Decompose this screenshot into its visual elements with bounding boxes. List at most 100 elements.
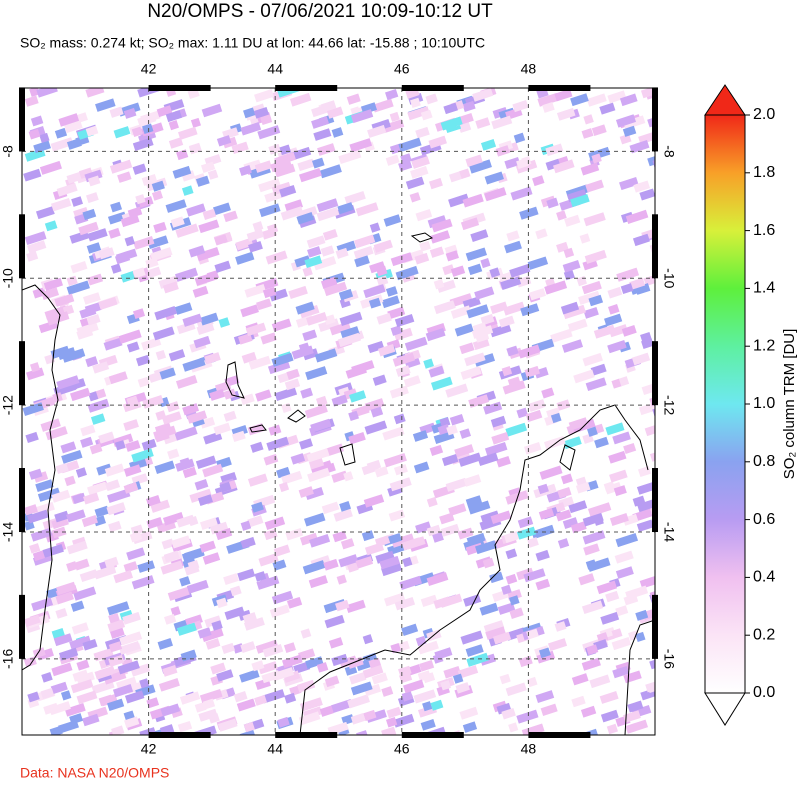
so2-pixel (516, 158, 529, 169)
so2-pixel (479, 602, 499, 616)
so2-pixel (177, 720, 193, 733)
so2-pixel (66, 540, 88, 555)
so2-pixel (457, 665, 479, 679)
so2-pixel (41, 287, 60, 301)
so2-pixel (90, 413, 106, 425)
so2-pixel (245, 322, 267, 337)
so2-pixel (220, 471, 237, 485)
so2-pixel (181, 185, 194, 196)
so2-pixel (259, 203, 281, 218)
so2-pixel (111, 725, 125, 735)
so2-pixel (112, 683, 134, 698)
so2-pixel (311, 157, 325, 169)
so2-pixel (430, 699, 444, 711)
credit: Data: NASA N20/OMPS (20, 765, 169, 781)
so2-pixel (556, 107, 576, 121)
so2-pixel (622, 513, 639, 526)
so2-pixel (281, 654, 303, 669)
so2-pixel (126, 341, 140, 353)
so2-pixel (466, 532, 486, 546)
so2-pixel (411, 156, 430, 169)
colorbar-ticks: 0.0 0.2 0.4 0.6 0.8 1.0 1.2 1.4 1.6 1.8 2.0 (745, 106, 775, 701)
so2-pixel (132, 308, 146, 319)
so2-pixel (107, 488, 131, 504)
so2-pixel (483, 620, 505, 634)
so2-pixel (235, 237, 254, 251)
so2-pixel (86, 192, 99, 204)
so2-pixel (66, 138, 82, 150)
so2-pixel (66, 171, 85, 184)
so2-pixel (591, 124, 607, 136)
so2-pixel (306, 448, 330, 463)
so2-pixel (141, 438, 157, 451)
so2-pixel (87, 228, 108, 242)
so2-pixel (297, 648, 316, 661)
so2-pixel (82, 713, 100, 727)
so2-pixel (324, 675, 340, 688)
so2-pixel (260, 114, 273, 126)
so2-pixel (88, 391, 99, 402)
so2-pixel (475, 540, 497, 555)
so2-pixel (636, 519, 654, 532)
so2-pixel (348, 410, 360, 422)
so2-pixel (449, 413, 465, 426)
so2-pixel (388, 509, 406, 522)
so2-pixel (28, 468, 43, 480)
so2-pixel (635, 631, 646, 643)
so2-pixel (392, 352, 416, 367)
lon-tick-label: 42 (141, 61, 157, 77)
so2-pixel (298, 711, 321, 726)
so2-pixel (457, 527, 474, 540)
lon-tick-bar (401, 85, 464, 91)
so2-pixel (573, 369, 595, 384)
so2-pixel (523, 568, 546, 583)
so2-pixel (620, 283, 634, 295)
so2-pixel (239, 669, 260, 683)
so2-pixel (419, 659, 435, 672)
so2-pixel (267, 360, 291, 375)
so2-pixel (375, 265, 388, 277)
so2-pixel (555, 509, 572, 522)
so2-pixel (160, 703, 181, 717)
so2-pixel (79, 306, 97, 319)
so2-pixel (309, 534, 331, 548)
so2-pixel (608, 304, 620, 315)
so2-pixel (104, 463, 125, 477)
so2-pixel (516, 567, 535, 581)
so2-pixel (303, 512, 326, 527)
so2-pixel (250, 441, 264, 453)
so2-pixel (132, 137, 154, 152)
so2-pixel (320, 245, 335, 257)
so2-pixel (70, 600, 85, 612)
so2-pixel (581, 280, 602, 295)
so2-pixel (69, 635, 92, 650)
so2-pixel (137, 376, 150, 388)
so2-pixel (429, 444, 444, 456)
so2-pixel (263, 528, 278, 541)
so2-pixel (441, 453, 459, 467)
so2-pixel (201, 161, 216, 174)
so2-pixel (147, 235, 169, 250)
so2-pixel (436, 279, 456, 293)
so2-pixel (31, 597, 54, 612)
so2-pixel (583, 212, 606, 227)
so2-pixel (349, 672, 367, 685)
so2-pixel (256, 575, 280, 590)
so2-pixel (26, 367, 45, 381)
so2-pixel (159, 367, 176, 380)
so2-pixel (154, 306, 178, 321)
graticule (22, 88, 655, 735)
so2-pixel (196, 322, 215, 335)
lat-tick-label: -14 (0, 522, 16, 542)
so2-pixel (498, 315, 515, 328)
so2-pixel (108, 641, 123, 653)
so2-pixel (319, 705, 334, 717)
so2-pixel (410, 97, 421, 109)
so2-pixel (458, 452, 482, 467)
so2-pixel (415, 521, 432, 534)
so2-pixel (645, 678, 655, 693)
so2-pixel (462, 193, 484, 208)
so2-pixel (469, 159, 492, 174)
so2-pixel (383, 214, 402, 227)
so2-pixel (76, 659, 90, 671)
